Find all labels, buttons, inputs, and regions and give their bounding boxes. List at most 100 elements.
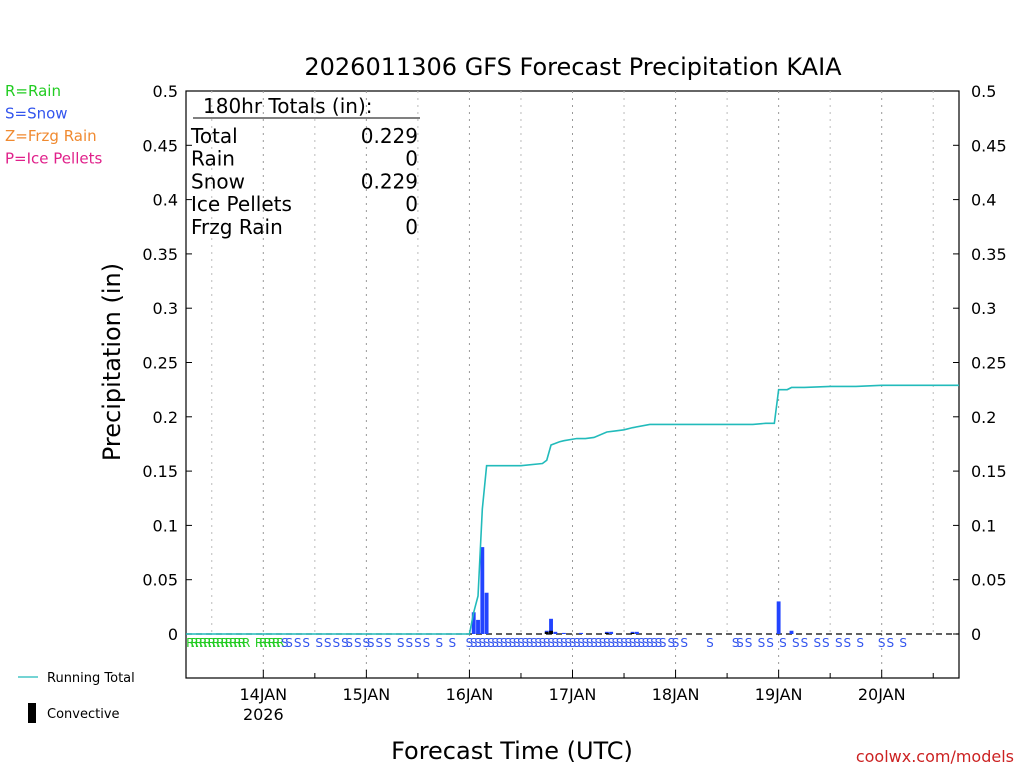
snow-marker: S	[642, 636, 650, 650]
snow-bar	[634, 631, 639, 634]
x-tick-sublabel: 2026	[243, 705, 284, 724]
x-tick-label: 18JAN	[652, 685, 700, 704]
snow-marker: S	[758, 636, 766, 650]
snow-marker: S	[526, 636, 534, 650]
snow-marker: S	[517, 636, 525, 650]
y-tick-label-right: 0.1	[971, 516, 996, 535]
snow-marker: S	[354, 636, 362, 650]
snow-marker: S	[616, 636, 624, 650]
snow-bar	[480, 547, 485, 634]
snow-marker: S	[509, 636, 517, 650]
rain-marker: R	[229, 636, 237, 650]
snow-marker: S	[534, 636, 542, 650]
y-tick-label-right: 0.3	[971, 299, 996, 318]
x-tick-label: 16JAN	[446, 685, 494, 704]
snow-marker: S	[646, 636, 654, 650]
convective-bar	[544, 631, 549, 634]
snow-marker: S	[594, 636, 602, 650]
snow-marker: S	[470, 636, 478, 650]
snow-marker: S	[779, 636, 787, 650]
y-tick-label-left: 0.45	[142, 136, 178, 155]
snow-marker: S	[560, 636, 568, 650]
snow-marker: S	[479, 636, 487, 650]
ptype-legend-item: S=Snow	[5, 105, 68, 123]
snow-marker: S	[659, 636, 667, 650]
snow-marker: S	[414, 636, 422, 650]
snow-marker: S	[324, 636, 332, 650]
snow-marker: S	[625, 636, 633, 650]
snow-marker: S	[856, 636, 864, 650]
snow-marker: S	[384, 636, 392, 650]
totals-box: 180hr Totals (in): Total 0.229 Rain 0 Snow 0.…	[190, 94, 420, 239]
snow-marker: S	[603, 636, 611, 650]
snow-marker: S	[294, 636, 302, 650]
snow-marker: S	[405, 636, 413, 650]
snow-marker: S	[474, 636, 482, 650]
x-tick-label: 19JAN	[755, 685, 803, 704]
rain-marker: R	[220, 636, 228, 650]
snow-bar	[579, 632, 584, 634]
totals-row-value: 0	[405, 147, 418, 171]
snow-marker: S	[375, 636, 383, 650]
snow-marker: S	[496, 636, 504, 650]
snow-marker: S	[367, 636, 375, 650]
snow-marker: S	[500, 636, 508, 650]
rain-marker: R	[195, 636, 203, 650]
convective-bar	[549, 630, 553, 634]
snow-marker: S	[491, 636, 499, 650]
snow-marker: S	[637, 636, 645, 650]
snow-marker: S	[886, 636, 894, 650]
snow-marker: S	[633, 636, 641, 650]
snow-marker: S	[878, 636, 886, 650]
snow-marker: S	[521, 636, 529, 650]
snow-marker: S	[543, 636, 551, 650]
rain-marker: R	[186, 636, 194, 650]
snow-bar	[476, 619, 480, 634]
snow-marker: S	[530, 636, 538, 650]
snow-marker: S	[655, 636, 663, 650]
snow-marker: S	[822, 636, 830, 650]
y-axis-label: Precipitation (in)	[98, 263, 126, 461]
rain-marker: R	[268, 636, 276, 650]
y-tick-label-left: 0.15	[142, 462, 178, 481]
x-tick-label: 20JAN	[858, 685, 906, 704]
chart-title: 2026011306 GFS Forecast Precipitation KA…	[304, 53, 842, 81]
snow-marker: S	[586, 636, 594, 650]
convective-legend-swatch	[28, 703, 36, 723]
rain-marker: R	[212, 636, 220, 650]
snow-marker: S	[564, 636, 572, 650]
series-legend: Running Total Convective	[18, 671, 135, 723]
y-tick-label-left: 0.3	[153, 299, 178, 318]
convective-legend-label: Convective	[47, 707, 120, 722]
y-tick-label-right: 0.45	[971, 136, 1007, 155]
snow-marker: S	[813, 636, 821, 650]
rain-marker: R	[199, 636, 207, 650]
snow-marker: S	[801, 636, 809, 650]
snow-marker: S	[745, 636, 753, 650]
rain-marker: R	[272, 636, 280, 650]
rain-marker: R	[276, 636, 284, 650]
rain-marker: R	[233, 636, 241, 650]
totals-row-label: Ice Pellets	[191, 192, 292, 216]
snow-marker: S	[620, 636, 628, 650]
ptype-legend: R=Rain S=Snow Z=Frzg Rain P=Ice Pellets	[5, 82, 102, 168]
snow-marker: S	[281, 636, 289, 650]
y-tick-label-left: 0.5	[153, 82, 178, 101]
snow-marker: S	[466, 636, 474, 650]
snow-marker: S	[397, 636, 405, 650]
snow-bar	[471, 612, 476, 634]
snow-marker: S	[436, 636, 444, 650]
snow-bar	[553, 631, 558, 634]
rain-marker: R	[259, 636, 267, 650]
snow-marker: S	[573, 636, 581, 650]
totals-row-value: 0.229	[361, 124, 418, 148]
snow-marker: S	[569, 636, 577, 650]
snow-bar	[776, 601, 781, 634]
gridlines	[211, 91, 934, 678]
snow-marker: S	[736, 636, 744, 650]
snow-bar	[609, 631, 614, 634]
snow-marker: S	[835, 636, 843, 650]
rain-marker: R	[263, 636, 271, 650]
snow-marker: S	[672, 636, 680, 650]
snow-bar	[561, 632, 566, 634]
